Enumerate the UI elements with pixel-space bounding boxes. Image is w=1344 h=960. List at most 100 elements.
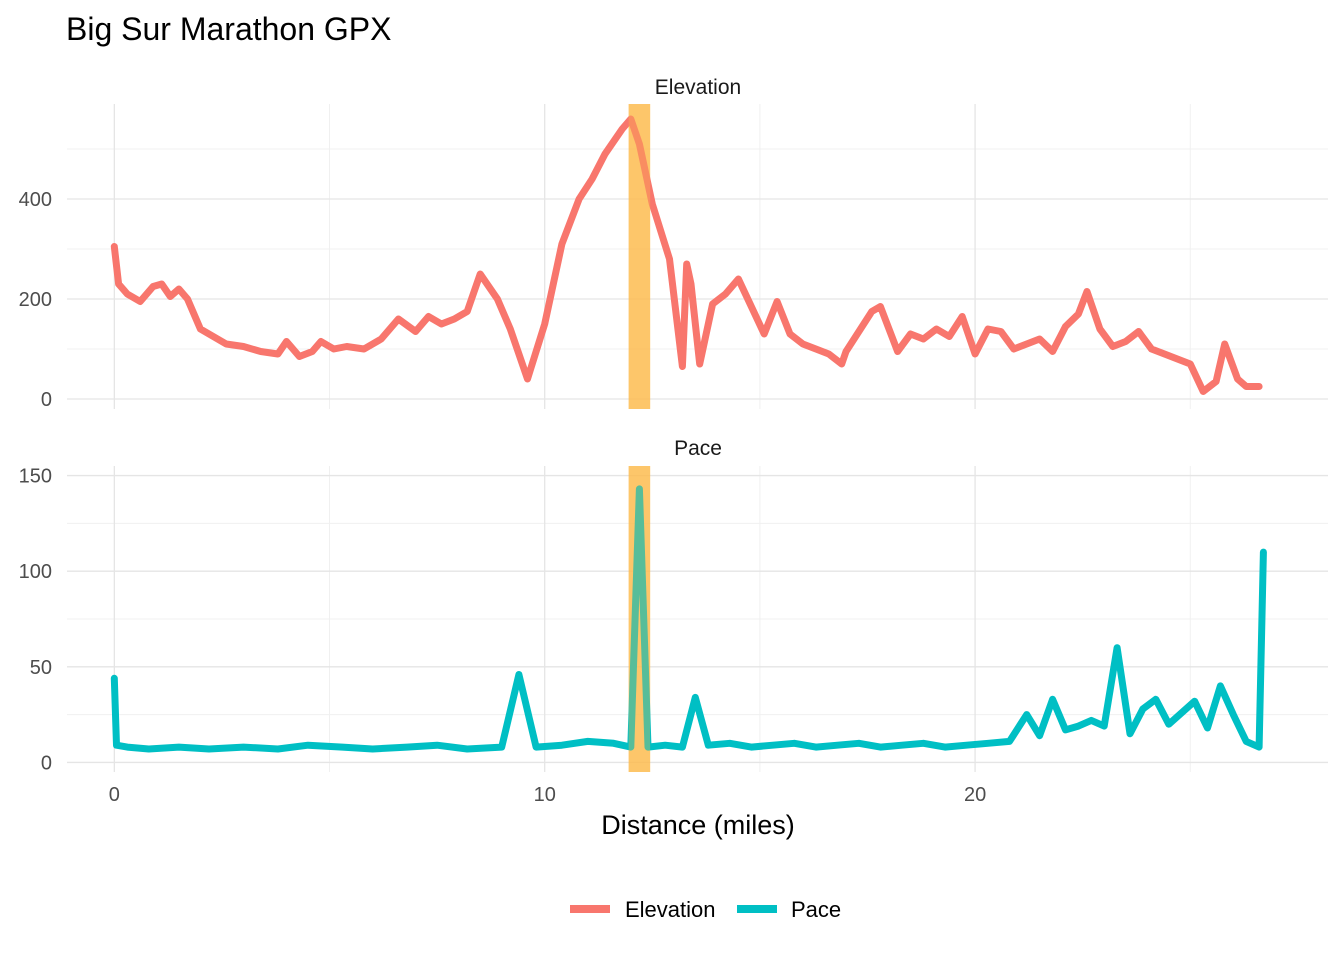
data-point-elevation (972, 351, 978, 357)
data-point-elevation (748, 304, 754, 309)
data-point-elevation (787, 331, 793, 337)
data-point-elevation (856, 329, 862, 334)
data-point-pace (499, 744, 505, 750)
data-point-pace (705, 742, 711, 748)
data-point-elevation (920, 336, 926, 342)
data-point-elevation (223, 341, 229, 347)
data-point-elevation (1149, 346, 1155, 352)
panel-title-pace: Pace (674, 437, 722, 460)
data-point-elevation (985, 326, 991, 332)
y-tick-label-pace: 150 (19, 466, 52, 488)
legend: Elevation Pace (570, 897, 841, 922)
data-point-pace (1062, 727, 1068, 733)
data-point-pace (1024, 712, 1030, 718)
data-point-pace (813, 744, 819, 750)
data-point-pace (124, 744, 130, 750)
data-point-pace (1088, 717, 1094, 723)
data-point-pace (464, 746, 470, 752)
data-point-elevation (137, 299, 143, 304)
data-point-elevation (649, 201, 655, 207)
data-point-pace (434, 742, 440, 748)
data-point-pace (748, 744, 754, 750)
data-point-pace (1230, 712, 1236, 718)
highlight-band-overlay-elevation (628, 104, 651, 409)
data-point-elevation (309, 349, 315, 354)
data-point-elevation (628, 116, 634, 122)
data-point-elevation (1011, 346, 1017, 352)
data-point-elevation (116, 281, 122, 287)
x-tick-label: 20 (964, 784, 986, 806)
data-point-elevation (602, 151, 608, 157)
x-tick-label: 10 (534, 784, 556, 806)
data-point-elevation (636, 141, 642, 147)
chart-title: Big Sur Marathon GPX (66, 11, 391, 47)
data-point-elevation (839, 361, 845, 367)
data-point-pace (899, 742, 905, 748)
panel-title-elevation: Elevation (655, 76, 741, 99)
data-point-elevation (705, 321, 711, 327)
data-point-elevation (877, 304, 883, 309)
data-point-elevation (667, 256, 673, 262)
data-point-elevation (813, 346, 819, 352)
data-point-pace (1204, 725, 1210, 731)
x-tick-label: 0 (109, 784, 120, 806)
data-point-elevation (525, 376, 531, 382)
data-point-elevation (886, 326, 892, 332)
data-point-elevation (1187, 361, 1193, 367)
y-tick-label-elevation: 200 (19, 289, 52, 311)
data-point-elevation (318, 339, 324, 344)
legend-key-elevation (570, 905, 610, 913)
data-point-pace (559, 742, 565, 748)
data-point-elevation (933, 326, 939, 332)
data-point-pace (834, 742, 840, 748)
data-point-elevation (1213, 379, 1219, 384)
data-point-elevation (800, 341, 806, 347)
data-point-pace (404, 744, 410, 750)
legend-label-pace: Pace (791, 897, 841, 922)
data-point-pace (920, 740, 926, 746)
data-point-pace (1260, 549, 1266, 555)
data-point-elevation (1024, 341, 1030, 347)
data-point-elevation (1062, 324, 1068, 329)
data-point-elevation (589, 176, 595, 182)
data-point-elevation (761, 331, 767, 337)
data-point-elevation (296, 354, 302, 359)
data-point-elevation (946, 334, 952, 339)
data-point-pace (275, 746, 281, 752)
data-point-pace (1114, 645, 1120, 651)
data-point-pace (1256, 744, 1262, 750)
data-point-pace (770, 742, 776, 748)
data-point-elevation (1110, 344, 1116, 349)
data-point-pace (533, 744, 539, 750)
data-point-elevation (688, 281, 694, 287)
data-point-pace (1050, 696, 1056, 702)
data-point-elevation (576, 196, 582, 202)
data-point-pace (1243, 738, 1249, 744)
data-point-elevation (959, 314, 965, 319)
data-point-elevation (240, 344, 246, 349)
data-point-elevation (843, 349, 849, 354)
data-point-elevation (258, 349, 264, 354)
data-point-elevation (826, 351, 832, 357)
data-point-elevation (159, 281, 165, 287)
data-point-pace (611, 740, 617, 746)
data-point-elevation (275, 351, 281, 357)
data-point-pace (1101, 723, 1107, 729)
data-point-pace (206, 746, 212, 752)
data-point-elevation (619, 126, 625, 132)
data-point-pace (585, 738, 591, 744)
data-point-elevation (559, 241, 565, 247)
data-point-elevation (185, 296, 191, 302)
data-point-pace (628, 744, 634, 750)
data-point-pace (1153, 696, 1159, 702)
legend-key-pace (737, 905, 777, 913)
data-point-pace (1166, 721, 1172, 727)
data-point-elevation (722, 291, 728, 297)
data-point-pace (963, 742, 969, 748)
data-point-pace (516, 671, 522, 677)
data-point-elevation (1037, 336, 1043, 342)
data-point-elevation (464, 309, 470, 314)
data-point-pace (113, 742, 119, 748)
data-point-pace (692, 694, 698, 700)
data-point-elevation (494, 296, 500, 302)
